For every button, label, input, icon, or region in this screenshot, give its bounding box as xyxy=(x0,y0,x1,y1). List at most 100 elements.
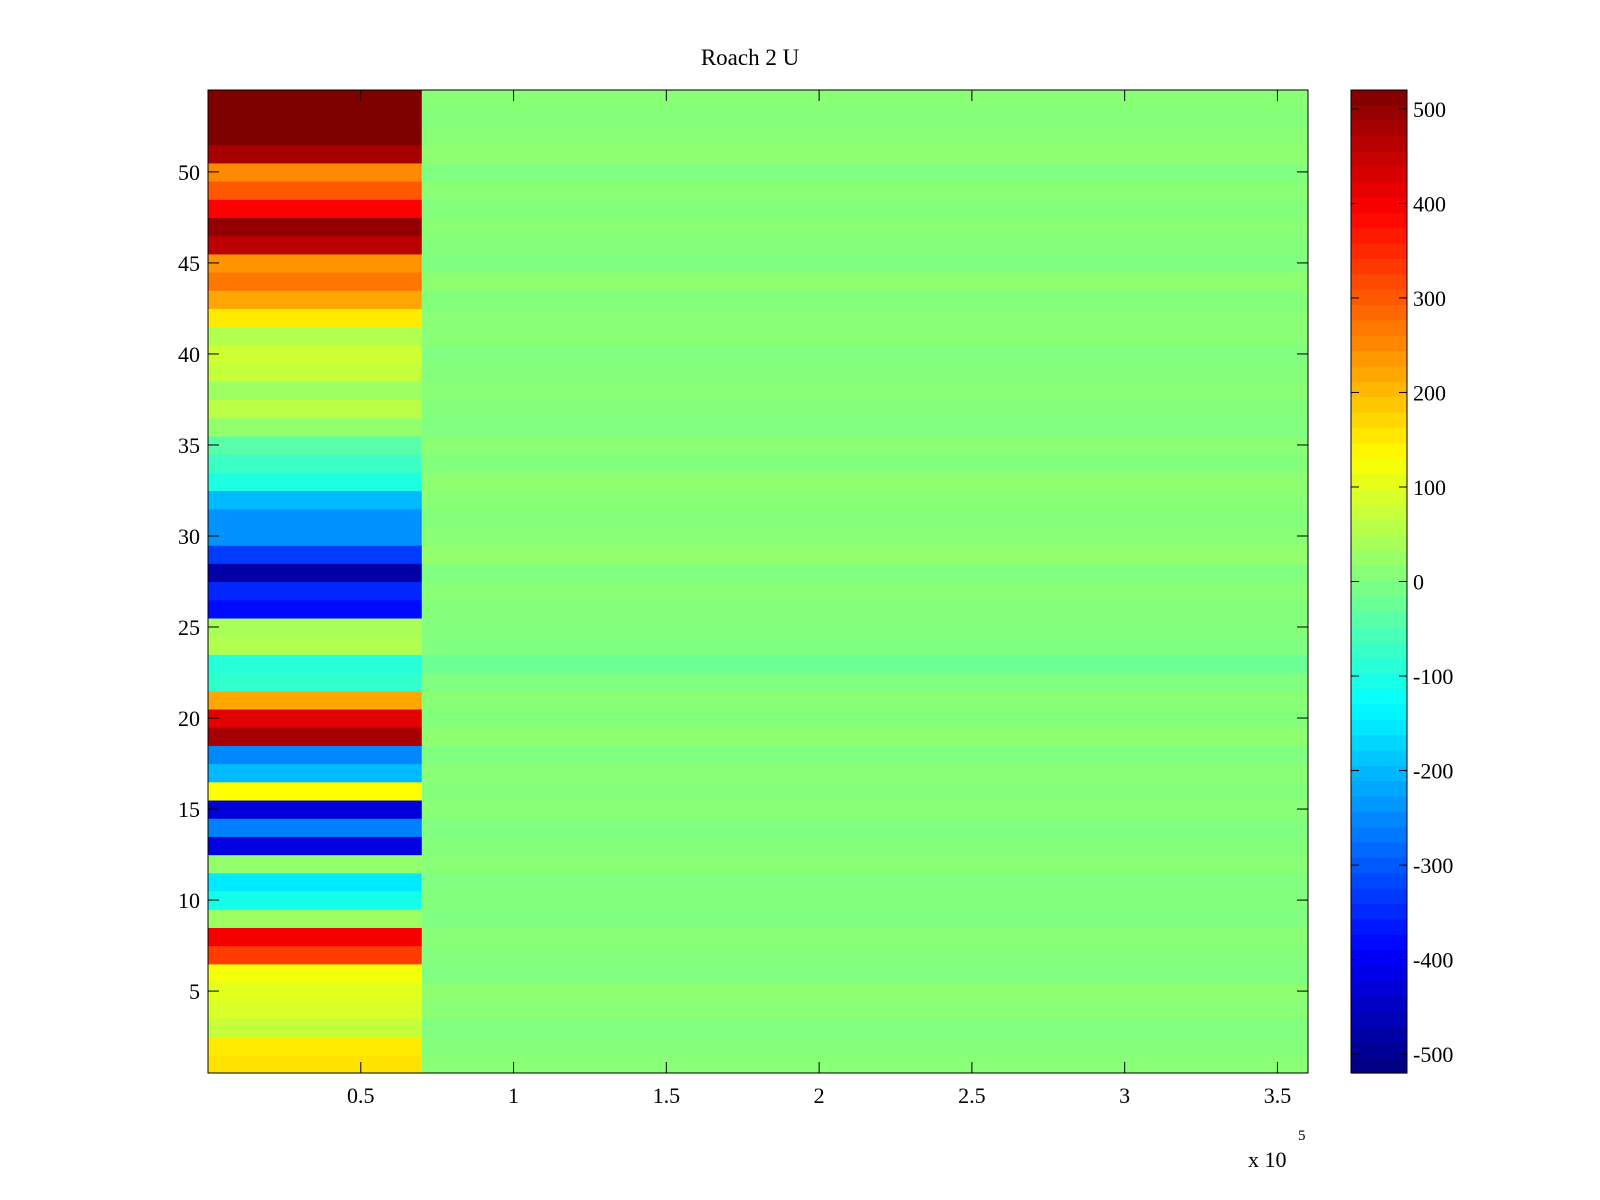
colorbar-band xyxy=(1351,397,1407,414)
heatmap-cell xyxy=(208,1000,422,1019)
heatmap-cell xyxy=(421,399,1308,419)
heatmap-cell xyxy=(421,781,1308,801)
colorbar-band xyxy=(1351,166,1407,183)
colorbar-band xyxy=(1351,1042,1407,1059)
x-tick-label: 0.5 xyxy=(347,1083,375,1108)
x-axis: 0.5 1 1.5 2 2.5 3 3.5 xyxy=(347,90,1291,1108)
heatmap-cell xyxy=(208,526,422,546)
heatmap-cell xyxy=(421,690,1308,710)
heatmap-cell xyxy=(208,563,422,583)
colorbar-band xyxy=(1351,904,1407,921)
colorbar-band xyxy=(1351,182,1407,199)
y-tick-label: 40 xyxy=(178,342,200,367)
heatmap-cell xyxy=(421,854,1308,874)
y-tick-label: 20 xyxy=(178,706,200,731)
heatmap-cell xyxy=(208,963,422,983)
colorbar-band xyxy=(1351,366,1407,383)
heatmap-cell xyxy=(208,363,422,382)
heatmap-cell xyxy=(421,381,1308,401)
heatmap-cell xyxy=(421,417,1308,437)
colorbar-band xyxy=(1351,151,1407,168)
y-tick-label: 15 xyxy=(178,797,200,822)
heatmap-cell xyxy=(421,927,1308,947)
heatmap-cell xyxy=(421,108,1308,128)
heatmap-cell xyxy=(208,435,422,455)
colorbar-band xyxy=(1351,197,1407,214)
heatmap-cell xyxy=(208,326,422,346)
colorbar-band xyxy=(1351,689,1407,705)
colorbar-band xyxy=(1351,412,1407,429)
colorbar-tick-label: 400 xyxy=(1413,191,1446,216)
colorbar-band xyxy=(1351,535,1407,552)
colorbar-band xyxy=(1351,274,1407,291)
colorbar-band xyxy=(1351,873,1407,890)
colorbar-band xyxy=(1351,719,1407,736)
heatmap-cell xyxy=(421,472,1308,492)
heatmap-cell xyxy=(421,162,1308,182)
heatmap-cell xyxy=(421,144,1308,164)
heatmap-cell xyxy=(208,818,422,837)
heatmap-cell xyxy=(208,126,422,146)
x-multiplier-exponent: 5 xyxy=(1298,1128,1306,1144)
colorbar-band xyxy=(1351,996,1407,1013)
x-tick-label: 1 xyxy=(508,1083,519,1108)
colorbar-band xyxy=(1351,796,1407,813)
heatmap-cell xyxy=(208,636,422,655)
colorbar-band xyxy=(1351,673,1407,690)
heatmap-cell xyxy=(208,945,422,965)
heatmap-cell xyxy=(421,617,1308,637)
y-tick-label: 25 xyxy=(178,615,200,640)
colorbar-band xyxy=(1351,735,1407,752)
heatmap-cell xyxy=(421,727,1308,746)
y-tick-label: 5 xyxy=(189,979,200,1004)
heatmap-cell xyxy=(208,417,422,437)
colorbar-tick-label: 200 xyxy=(1413,380,1446,405)
colorbar-gradient xyxy=(1351,90,1407,1074)
heatmap-cell xyxy=(421,799,1308,819)
colorbar-band xyxy=(1351,427,1407,444)
colorbar-band xyxy=(1351,305,1407,321)
heatmap-cell xyxy=(208,872,422,892)
heatmap-cell xyxy=(421,272,1308,291)
heatmap-cell xyxy=(208,381,422,401)
heatmap-cell xyxy=(208,708,422,728)
heatmap-cell xyxy=(421,235,1308,255)
heatmap-cell xyxy=(208,1018,422,1038)
colorbar-band xyxy=(1351,550,1407,567)
colorbar-band xyxy=(1351,658,1407,675)
heatmap-cell xyxy=(421,981,1308,1001)
colorbar-tick-label: 0 xyxy=(1413,570,1424,595)
heatmap-cell xyxy=(208,217,422,237)
y-tick-label: 35 xyxy=(178,433,200,458)
heatmap-cell xyxy=(421,253,1308,273)
heatmap-cell xyxy=(421,490,1308,510)
heatmap-cell xyxy=(208,690,422,710)
colorbar-band xyxy=(1351,781,1407,798)
y-tick-label: 10 xyxy=(178,888,200,913)
heatmap-cell xyxy=(421,526,1308,546)
colorbar-band xyxy=(1351,120,1407,137)
heatmap-cell xyxy=(208,162,422,182)
heatmap-cell xyxy=(421,363,1308,382)
x-tick-label: 2.5 xyxy=(958,1083,986,1108)
heatmap-cell xyxy=(421,945,1308,965)
x-axis-multiplier: x 10 5 xyxy=(1248,1128,1306,1172)
heatmap-cell xyxy=(208,654,422,674)
plot-frame xyxy=(207,89,1309,1074)
heatmap-cell xyxy=(208,181,422,200)
chart-title: Roach 2 U xyxy=(701,45,800,70)
colorbar-band xyxy=(1351,90,1407,106)
heatmap-cell xyxy=(421,199,1308,219)
colorbar-band xyxy=(1351,980,1407,997)
colorbar-tick-label: -500 xyxy=(1413,1042,1453,1067)
heatmap-cell xyxy=(208,890,422,910)
heatmap-cell xyxy=(421,290,1308,310)
colorbar-band xyxy=(1351,857,1407,874)
heatmap-cell xyxy=(208,90,422,109)
colorbar-band xyxy=(1351,258,1407,275)
colorbar-band xyxy=(1351,765,1407,782)
heatmap-cell xyxy=(208,763,422,783)
heatmap-cell xyxy=(421,1036,1308,1056)
colorbar-tick-label: -300 xyxy=(1413,853,1453,878)
colorbar-band xyxy=(1351,320,1407,337)
